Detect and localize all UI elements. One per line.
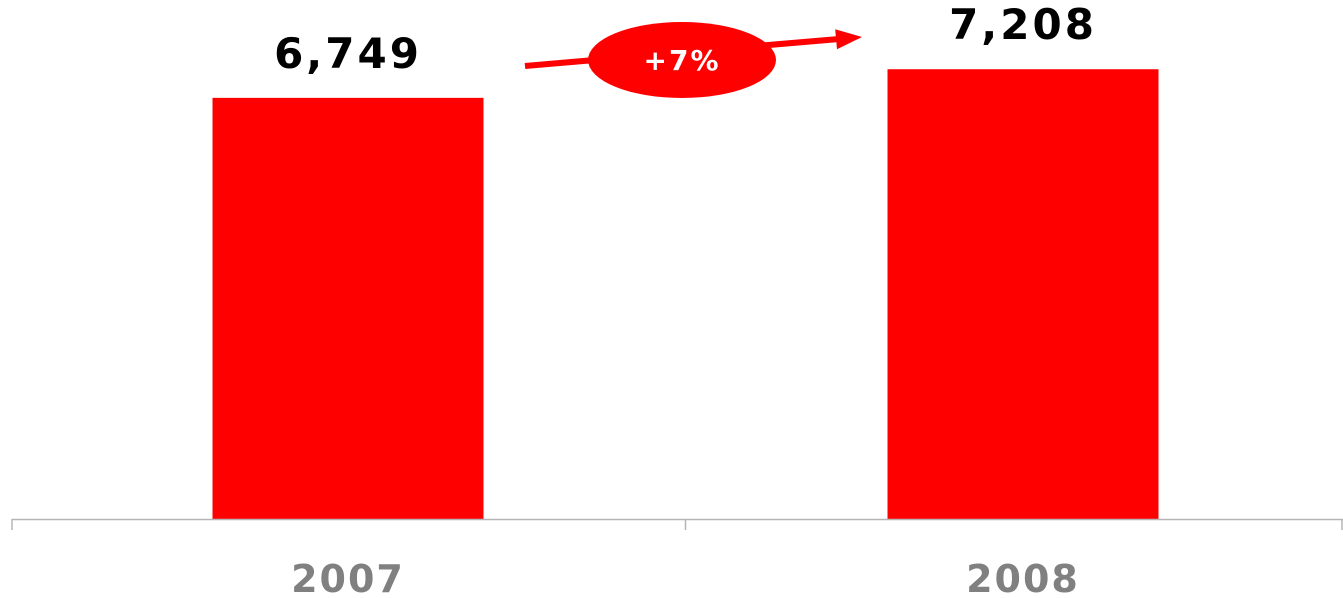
growth-badge [588, 22, 776, 98]
data-label-2007: 6,749 [274, 29, 422, 78]
x-tick-label-2007: 2007 [291, 557, 405, 598]
growth-callout: +7% [524, 22, 862, 98]
growth-percentage: +7% [644, 44, 721, 77]
bars-layer [212, 69, 1159, 520]
labels-layer: 6,749 2007 7,208 2008 [274, 0, 1097, 598]
bar-2007 [212, 97, 484, 519]
x-tick-label-2008: 2008 [966, 557, 1080, 598]
x-axis [11, 518, 1343, 530]
data-label-2008: 7,208 [949, 0, 1097, 49]
bar-2008 [887, 69, 1159, 520]
